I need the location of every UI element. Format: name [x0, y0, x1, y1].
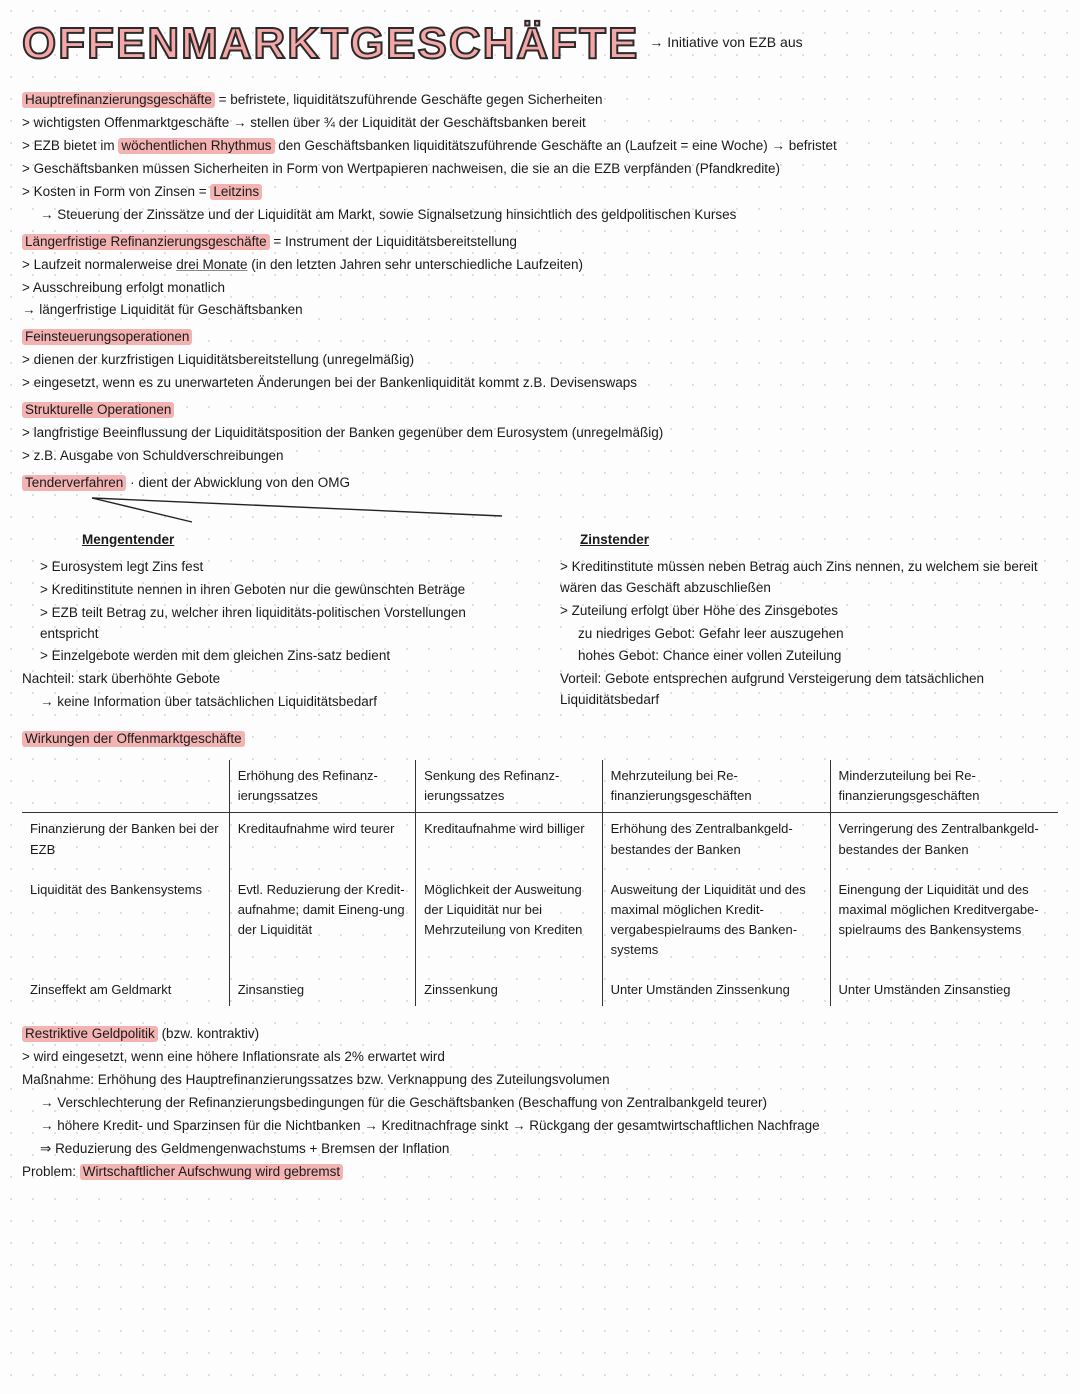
restr-headsuffix: (bzw. kontraktiv) — [162, 1026, 260, 1041]
section-lrg: Längerfristige Refinanzierungsgeschäfte … — [22, 232, 1058, 322]
tl-p2: Kreditinstitute nennen in ihren Geboten … — [22, 580, 520, 601]
tender-heading: Tenderverfahren — [22, 475, 126, 491]
header: OFFENMARKTGESCHÄFTE → Initiative von EZB… — [22, 10, 1058, 84]
td: Kreditaufnahme wird billiger — [416, 813, 602, 874]
section-restr: Restriktive Geldpolitik (bzw. kontraktiv… — [22, 1024, 1058, 1182]
lrg-l2: Ausschreibung erfolgt monatlich — [22, 278, 1058, 299]
title-side-note: → Initiative von EZB aus — [649, 32, 802, 54]
hrg-heading: Hauptrefinanzierungsgeschäfte — [22, 92, 215, 108]
table-header-row: Erhöhung des Refinanz-ierungssatzes Senk… — [22, 760, 1058, 813]
tender-left: Mengentender Eurosystem legt Zins fest K… — [22, 528, 520, 715]
wirk-heading: Wirkungen der Offenmarktgeschäfte — [22, 731, 245, 747]
tender-left-title: Mengentender — [82, 530, 520, 551]
lrg-l1a: Laufzeit normalerweise — [34, 257, 177, 272]
hrg-def: = befristete, liquiditätszuführende Gesc… — [219, 92, 603, 107]
tr-p2b: hohes Gebot: Chance einer vollen Zuteilu… — [560, 646, 1058, 667]
gt-icon: > — [22, 184, 34, 199]
tr-p2a: zu niedriges Gebot: Gefahr leer auszugeh… — [560, 624, 1058, 645]
td: Erhöhung des Zentralbankgeld-bestandes d… — [602, 813, 830, 874]
table-row: Finanzierung der Banken bei der EZB Kred… — [22, 813, 1058, 874]
gt-icon: > — [22, 257, 34, 272]
lrg-heading: Längerfristige Refinanzierungsgeschäfte — [22, 234, 270, 250]
gt-icon: > — [22, 138, 34, 153]
feins-heading: Feinsteuerungsoperationen — [22, 329, 192, 345]
tender-right-title: Zinstender — [580, 530, 1058, 551]
td: Zinseffekt am Geldmarkt — [22, 974, 229, 1006]
feins-l1: dienen der kurzfristigen Liquiditätsbere… — [22, 350, 1058, 371]
restr-l2label: Maßnahme: — [22, 1072, 94, 1087]
td: Einengung der Liquidität und des maximal… — [830, 874, 1058, 975]
section-hrg: Hauptrefinanzierungsgeschäfte = befriste… — [22, 90, 1058, 226]
restr-l1: wird eingesetzt, wenn eine höhere Inflat… — [22, 1047, 1058, 1068]
td: Liquidität des Bankensystems — [22, 874, 229, 975]
td: Unter Umständen Zinsanstieg — [830, 974, 1058, 1006]
restr-l2: Erhöhung des Hauptrefinanzierungssatzes … — [98, 1072, 610, 1087]
strukt-heading: Strukturelle Operationen — [22, 402, 174, 418]
tr-v1: Gebote entsprechen aufgrund Versteigerun… — [560, 671, 984, 707]
tr-p2: Zuteilung erfolgt über Höhe des Zinsgebo… — [560, 601, 1058, 622]
hrg-l4hl: Leitzins — [210, 184, 262, 200]
tr-p1: Kreditinstitute müssen neben Betrag auch… — [560, 557, 1058, 599]
tl-p4: Einzelgebote werden mit dem gleichen Zin… — [22, 646, 520, 667]
td: Möglichkeit der Ausweitung der Liquiditä… — [416, 874, 602, 975]
th-3: Mehrzuteilung bei Re-finanzierungsgeschä… — [602, 760, 830, 813]
hrg-l5: Steuerung der Zinssätze und der Liquidit… — [22, 205, 1058, 226]
tender-def: · dient der Abwicklung von den OMG — [130, 475, 350, 490]
restr-l5: Reduzierung des Geldmengenwachstums + Br… — [22, 1139, 1058, 1160]
th-4: Minderzuteilung bei Re-finanzierungsgesc… — [830, 760, 1058, 813]
th-0 — [22, 760, 229, 813]
restr-l3: Verschlechterung der Refinanzierungsbedi… — [22, 1093, 1058, 1114]
lrg-l1b: (in den letzten Jahren sehr unterschiedl… — [251, 257, 583, 272]
hrg-l3: Geschäftsbanken müssen Sicherheiten in F… — [22, 159, 1058, 180]
section-tender: Tenderverfahren · dient der Abwicklung v… — [22, 473, 1058, 715]
th-2: Senkung des Refinanz-ierungssatzes — [416, 760, 602, 813]
hrg-l1: wichtigsten Offenmarktgeschäfte → stelle… — [22, 113, 1058, 134]
tl-nlabel: Nachteil: — [22, 671, 75, 686]
td: Kreditaufnahme wird teurer — [229, 813, 415, 874]
hrg-l2hl: wöchentlichen Rhythmus — [118, 138, 274, 154]
td: Zinssenkung — [416, 974, 602, 1006]
table-row: Liquidität des Bankensystems Evtl. Reduz… — [22, 874, 1058, 975]
hrg-l2a: EZB bietet im — [34, 138, 119, 153]
tl-n1: stark überhöhte Gebote — [75, 671, 221, 686]
td: Unter Umständen Zinssenkung — [602, 974, 830, 1006]
tr-vlabel: Vorteil: — [560, 671, 601, 686]
lrg-l1u: drei Monate — [176, 257, 247, 272]
section-wirk: Wirkungen der Offenmarktgeschäfte Erhöhu… — [22, 729, 1058, 1006]
tl-n2: keine Information über tatsächlichen Liq… — [22, 692, 520, 713]
page-title: OFFENMARKTGESCHÄFTE — [22, 10, 639, 78]
th-1: Erhöhung des Refinanz-ierungssatzes — [229, 760, 415, 813]
tl-p3: EZB teilt Betrag zu, welcher ihren liqui… — [22, 603, 520, 645]
hrg-l2b: den Geschäftsbanken liquiditätszuführend… — [278, 138, 836, 153]
strukt-l2: z.B. Ausgabe von Schuldverschreibungen — [22, 446, 1058, 467]
section-feins: Feinsteuerungsoperationen dienen der kur… — [22, 327, 1058, 394]
td: Ausweitung der Liquidität und des maxima… — [602, 874, 830, 975]
td: Zinsanstieg — [229, 974, 415, 1006]
lrg-def: = Instrument der Liquiditätsbereitstellu… — [273, 234, 517, 249]
section-strukt: Strukturelle Operationen langfristige Be… — [22, 400, 1058, 467]
table-row: Zinseffekt am Geldmarkt Zinsanstieg Zins… — [22, 974, 1058, 1006]
td: Verringerung des Zentralbankgeld-bestand… — [830, 813, 1058, 874]
restr-l4: höhere Kredit- und Sparzinsen für die Ni… — [22, 1116, 1058, 1137]
effects-table: Erhöhung des Refinanz-ierungssatzes Senk… — [22, 760, 1058, 1006]
strukt-l1: langfristige Beeinflussung der Liquiditä… — [22, 423, 1058, 444]
lrg-l3: längerfristige Liquidität für Geschäftsb… — [22, 300, 1058, 321]
hrg-l4a: Kosten in Form von Zinsen = — [34, 184, 211, 199]
restr-heading: Restriktive Geldpolitik — [22, 1026, 158, 1042]
restr-problem-label: Problem: — [22, 1164, 76, 1179]
branch-icon — [22, 496, 622, 526]
tl-p1: Eurosystem legt Zins fest — [22, 557, 520, 578]
feins-l2: eingesetzt, wenn es zu unerwarteten Ände… — [22, 373, 1058, 394]
restr-problem: Wirtschaftlicher Aufschwung wird gebrems… — [80, 1164, 343, 1180]
td: Finanzierung der Banken bei der EZB — [22, 813, 229, 874]
tender-right: Zinstender Kreditinstitute müssen neben … — [560, 528, 1058, 715]
td: Evtl. Reduzierung der Kredit-aufnahme; d… — [229, 874, 415, 975]
